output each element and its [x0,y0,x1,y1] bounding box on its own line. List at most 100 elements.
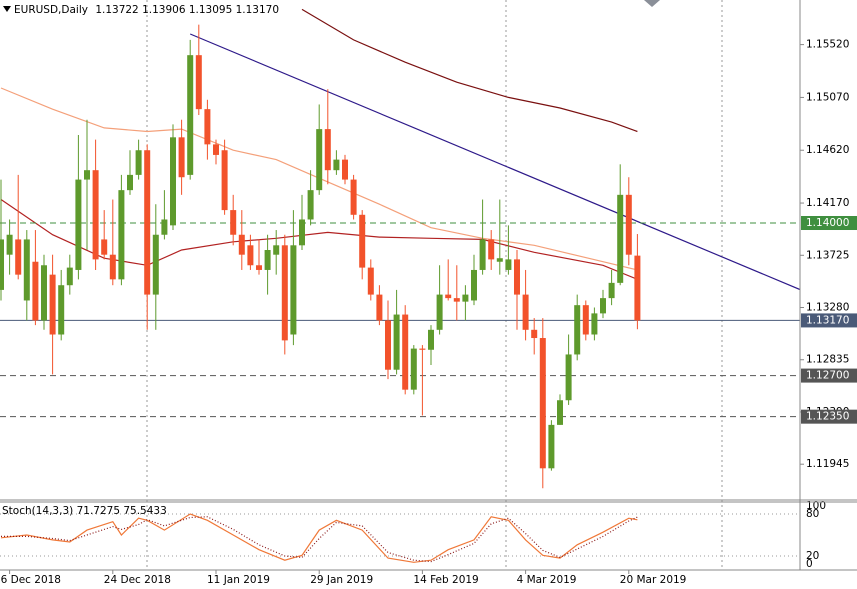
candle-body [453,298,460,302]
candle-body [49,274,56,335]
price-panel [0,8,800,489]
candle-body [264,250,271,270]
symbol-menu-icon[interactable] [3,6,11,12]
candle-body [75,179,82,270]
candle-body [393,314,400,370]
candle-body [471,269,477,301]
candle-body [539,338,546,469]
candle-body [505,259,512,270]
candle-body [101,239,108,255]
candle-body [522,294,529,330]
candle-body [307,190,314,220]
candle-body [436,294,443,330]
x-tick-label: 6 Dec 2018 [1,574,61,586]
candle-body [58,285,65,335]
candle-body [419,348,426,350]
candle-body [178,137,185,178]
stoch-line [0,513,638,563]
level-label-box [801,216,857,231]
candle-body [144,150,151,295]
stoch-line [1,516,638,563]
candle-body [402,314,409,390]
stoch-signal-value: 75.5433 [123,505,166,517]
candle-body [367,267,374,295]
candle-body [548,424,555,469]
candle-body [161,219,168,235]
candle-body [634,255,641,321]
candle-body [109,254,116,280]
candle-body [299,219,305,246]
y-tick-label: 1.14620 [806,144,849,156]
y-tick-label: 1.14170 [806,197,849,209]
stoch-main-value: 71.7275 [77,505,120,517]
level-label: 1.12350 [806,411,849,423]
candle-body [410,348,417,390]
candle-body [256,265,262,270]
candle-body [617,194,624,283]
x-tick-label: 14 Feb 2019 [413,574,478,586]
candle-body [333,159,340,171]
y-tick-label: 1.13280 [806,302,849,314]
candle-body [15,239,22,275]
indicator-line [189,33,800,291]
y-tick-label: 100 [806,500,826,512]
candle-body [514,259,520,295]
indicator-name: Stoch(14,3,3) [2,505,73,517]
y-tick-label: 20 [806,550,819,562]
y-tick-label: 1.11945 [806,458,849,470]
candle-body [385,320,391,370]
candle-body [479,239,486,270]
candle-body [582,305,589,335]
candle-body [316,129,323,191]
indicator-line [301,8,638,133]
candle-body [445,294,452,299]
candle-body [600,298,606,314]
candle-body [135,150,142,175]
stoch-panel [0,513,800,563]
candle-body [66,267,73,286]
candle-body [127,174,133,191]
candle-body [23,239,30,301]
candle-body [195,55,202,110]
candle-body [428,329,434,350]
candle-body [359,214,366,268]
level-label-box [801,313,857,328]
candle-body [152,234,159,295]
candle-body [608,282,615,299]
candle-body [41,265,47,321]
level-label-box [801,368,857,383]
y-tick-label: 1.13725 [806,249,849,261]
candle-body [84,170,90,180]
level-label-box [801,409,857,424]
candle-body [247,245,254,266]
candle-body [591,313,598,335]
candle-body [488,239,495,260]
candle-body [376,294,383,321]
y-tick-label: 0 [806,558,813,570]
candle-body [350,179,357,215]
x-tick-label: 11 Jan 2019 [207,574,270,586]
candle-body [281,245,288,341]
y-tick-label: 1.15520 [806,39,849,51]
y-tick-label: 1.15070 [806,91,849,103]
candle-body [221,150,228,211]
candle-body [324,129,331,171]
candle-body [213,144,219,155]
candle-body [557,400,563,425]
x-tick-label: 4 Mar 2019 [517,574,577,586]
candle-body [0,239,4,290]
y-tick-label: 80 [806,508,819,520]
candle-body [6,234,13,255]
candle-body [238,234,245,255]
candle-body [273,245,280,255]
y-tick-label: 1.12835 [806,354,849,366]
candle-body [118,190,125,280]
candle-body [565,354,572,401]
candle-body [92,170,99,260]
open-value: 1.13722 [95,4,138,16]
candle-body [574,305,581,355]
candle-body [187,55,194,175]
x-tick-label: 24 Dec 2018 [104,574,171,586]
